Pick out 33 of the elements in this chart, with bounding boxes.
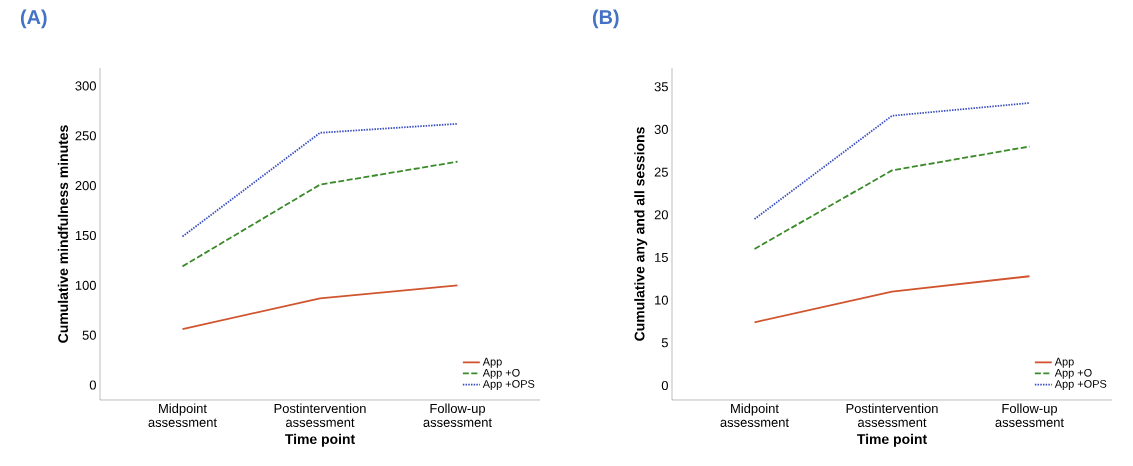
legend-label: App +OPS bbox=[1054, 380, 1107, 390]
x-tick-label: Follow-up assessment bbox=[995, 403, 1064, 427]
y-tick-label: 150 bbox=[75, 230, 96, 241]
y-tick-label: 250 bbox=[75, 131, 96, 141]
y-tick-label: 0 bbox=[89, 380, 96, 390]
chart-title: (A) bbox=[20, 9, 47, 29]
x-axis-title: Time point bbox=[285, 433, 355, 447]
y-tick-label: 0 bbox=[661, 380, 668, 391]
x-tick-label: Follow-up assessment bbox=[423, 403, 492, 427]
x-axis-title: Time point bbox=[857, 433, 927, 447]
y-tick-label: 30 bbox=[654, 124, 668, 135]
x-tick-label: Postintervention assessment bbox=[846, 403, 938, 427]
x-tick-label: Midpoint assessment bbox=[148, 403, 217, 427]
y-tick-label: 25 bbox=[654, 167, 668, 177]
y-tick-label: 100 bbox=[75, 280, 96, 290]
y-tick-label: 20 bbox=[654, 210, 668, 220]
x-tick-label: Postintervention assessment bbox=[274, 403, 366, 427]
legend-label: App bbox=[1054, 357, 1074, 368]
legend-label: App +O bbox=[482, 368, 520, 379]
x-tick-label: Midpoint assessment bbox=[720, 403, 789, 427]
y-tick-label: 5 bbox=[661, 338, 668, 348]
y-tick-label: 35 bbox=[654, 82, 668, 92]
y-tick-label: 50 bbox=[82, 330, 96, 340]
legend-label: App bbox=[482, 357, 502, 368]
legend-label: App +OPS bbox=[482, 380, 535, 390]
y-tick-label: 300 bbox=[75, 81, 96, 91]
chart-title: (B) bbox=[592, 9, 619, 29]
y-tick-label: 200 bbox=[75, 181, 96, 191]
y-axis-title: Cumulative any and all sessions bbox=[634, 127, 648, 341]
y-axis-title: Cumulative mindfulness minutes bbox=[57, 125, 69, 343]
y-tick-label: 10 bbox=[655, 295, 668, 305]
y-tick-label: 15 bbox=[655, 252, 668, 262]
legend-label: App +O bbox=[1054, 368, 1092, 379]
